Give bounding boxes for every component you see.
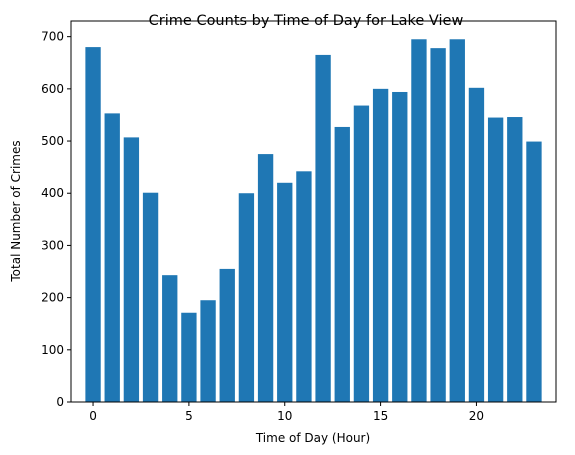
bars-group <box>85 39 542 403</box>
bar-hour-17 <box>411 39 427 403</box>
bar-hour-5 <box>181 312 197 402</box>
bar-hour-14 <box>353 105 370 403</box>
y-tick-label: 600 <box>41 82 64 96</box>
bar-hour-16 <box>392 91 408 402</box>
x-axis-ticks: 0 5 10 15 20 <box>89 402 484 423</box>
bar-hour-3 <box>142 192 159 402</box>
x-tick-label: 0 <box>89 409 97 423</box>
bar-hour-10 <box>277 182 293 402</box>
plot-frame <box>70 20 557 403</box>
y-tick-label: 100 <box>41 343 64 357</box>
bar-hour-18 <box>430 48 446 402</box>
bar-hour-7 <box>219 268 235 402</box>
y-tick-label: 700 <box>41 30 64 44</box>
bar-hour-22 <box>507 117 523 402</box>
bar-hour-9 <box>257 154 274 402</box>
x-tick-label: 10 <box>277 409 292 423</box>
bar-hour-23 <box>526 141 542 402</box>
y-tick-label: 400 <box>41 186 64 200</box>
bar-hour-11 <box>296 171 312 402</box>
bar-hour-15 <box>372 88 389 402</box>
x-tick-label: 5 <box>185 409 193 423</box>
bar-hour-12 <box>315 54 331 403</box>
x-tick-label: 15 <box>373 409 388 423</box>
x-tick-label: 20 <box>469 409 484 423</box>
bar-hour-19 <box>449 39 465 403</box>
y-axis-label: Total Number of Crimes <box>9 140 23 282</box>
bar-hour-13 <box>334 126 350 402</box>
bar-hour-2 <box>123 137 140 402</box>
y-axis-ticks: 0 100 200 300 400 500 600 700 <box>41 30 71 409</box>
bar-hour-20 <box>468 87 485 402</box>
y-tick-label: 300 <box>41 238 64 252</box>
y-tick-label: 0 <box>56 395 64 409</box>
y-tick-label: 200 <box>41 291 64 305</box>
x-axis-label: Time of Day (Hour) <box>255 431 370 445</box>
y-tick-label: 500 <box>41 134 64 148</box>
bar-hour-0 <box>85 47 101 402</box>
bar-hour-6 <box>200 300 216 402</box>
bar-hour-1 <box>104 113 120 402</box>
bar-hour-4 <box>162 275 178 402</box>
bar-hour-21 <box>487 117 504 403</box>
bar-hour-8 <box>238 193 255 402</box>
